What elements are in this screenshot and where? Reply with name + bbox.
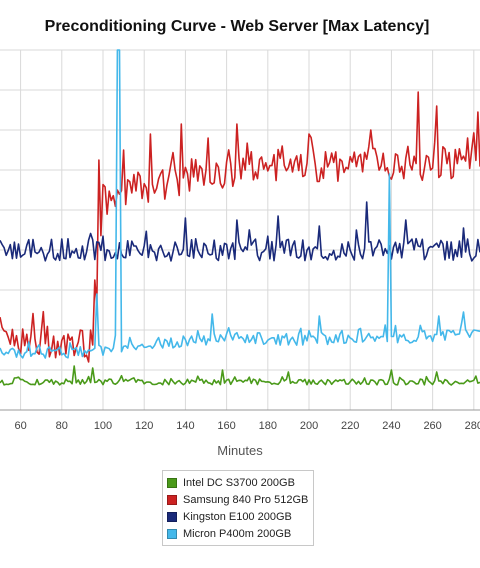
legend-swatch <box>167 528 177 539</box>
grid <box>0 49 480 411</box>
x-tick-label: 140 <box>176 420 194 432</box>
x-tick-label: 200 <box>300 420 318 432</box>
x-tick-label: 260 <box>423 420 441 432</box>
series-line-2 <box>0 201 480 262</box>
legend-label: Samsung 840 Pro 512GB <box>183 493 309 506</box>
chart-title: Preconditioning Curve - Web Server [Max … <box>44 18 430 35</box>
series-line-3 <box>0 49 480 359</box>
x-tick-label: 120 <box>135 420 153 432</box>
series-line-1 <box>0 91 480 363</box>
series-lines <box>0 49 480 386</box>
legend-item: Intel DC S3700 200GB <box>167 474 313 491</box>
x-axis: 60 80 100 120 140 160 180 200 220 240 260 280 <box>0 409 480 432</box>
legend-label: Micron P400m 200GB <box>183 527 292 540</box>
legend-item: Micron P400m 200GB <box>167 525 313 542</box>
legend-item: Kingston E100 200GB <box>167 508 313 525</box>
x-tick-label: 180 <box>259 420 277 432</box>
x-tick-label: 80 <box>56 420 68 432</box>
legend-item: Samsung 840 Pro 512GB <box>167 491 313 508</box>
legend-label: Intel DC S3700 200GB <box>183 476 295 489</box>
legend-label: Kingston E100 200GB <box>183 510 292 523</box>
x-tick-label: 100 <box>94 420 112 432</box>
x-tick-label: 60 <box>14 420 26 432</box>
legend: Intel DC S3700 200GB Samsung 840 Pro 512G… <box>162 470 314 546</box>
legend-swatch <box>167 477 177 488</box>
legend-swatch <box>167 494 177 505</box>
x-tick-label: 220 <box>341 420 359 432</box>
x-axis-title: Minutes <box>217 443 263 458</box>
legend-swatch <box>167 511 177 522</box>
x-tick-label: 160 <box>217 420 235 432</box>
series-line-0 <box>0 365 480 386</box>
x-tick-label: 240 <box>382 420 400 432</box>
x-tick-label: 280 <box>465 420 480 432</box>
